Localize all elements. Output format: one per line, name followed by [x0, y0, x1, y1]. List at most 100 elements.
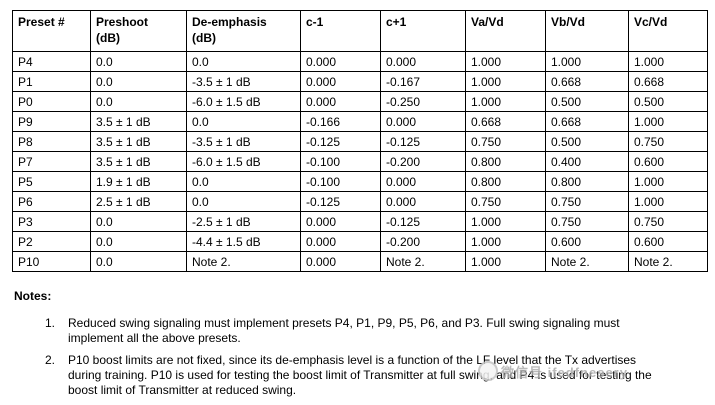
table-row: P0 0.0 -6.0 ± 1.5 dB 0.000 -0.250 1.000 0.500 0…: [12, 91, 708, 112]
table-cell: 0.000: [380, 171, 466, 192]
preset-cell: P8: [12, 131, 91, 152]
table-cell: 1.000: [628, 191, 708, 212]
table-cell: 1.000: [465, 251, 546, 272]
table-cell: 0.500: [628, 91, 708, 112]
table-cell: Note 2.: [545, 251, 629, 272]
table-cell: -0.125: [380, 131, 466, 152]
table-cell: Note 2.: [628, 251, 708, 272]
table-cell: -0.250: [380, 91, 466, 112]
table-body: P4 0.0 0.0 0.000 0.000 1.000 1.000 1.000 P1 0.0 -3…: [12, 51, 708, 272]
table-cell: -0.200: [380, 151, 466, 172]
table-cell: 0.400: [545, 151, 629, 172]
table-row: P2 0.0 -4.4 ± 1.5 dB 0.000 -0.200 1.000 0.600 0…: [12, 231, 708, 252]
preset-cell: P7: [12, 151, 91, 172]
table-cell: 0.000: [300, 91, 381, 112]
table-cell: -3.5 ± 1 dB: [186, 131, 301, 152]
preset-cell: P2: [12, 231, 91, 252]
table-cell: 1.9 ± 1 dB: [90, 171, 187, 192]
table-cell: 0.600: [545, 231, 629, 252]
preset-cell: P6: [12, 191, 91, 212]
table-cell: -0.125: [300, 191, 381, 212]
note-number: 2.: [45, 353, 56, 367]
table-cell: 0.000: [300, 231, 381, 252]
table-cell: -0.100: [300, 151, 381, 172]
table-cell: 3.5 ± 1 dB: [90, 111, 187, 132]
table-cell: 1.000: [465, 211, 546, 232]
table-row: P8 3.5 ± 1 dB -3.5 ± 1 dB -0.125 -0.125 0.750…: [12, 131, 708, 152]
table-cell: 0.668: [628, 71, 708, 92]
table-cell: 0.750: [628, 211, 708, 232]
table-cell: 0.0: [186, 51, 301, 72]
table-cell: Note 2.: [186, 251, 301, 272]
table-cell: 1.000: [545, 51, 629, 72]
preset-cell: P10: [12, 251, 91, 272]
table-cell: -2.5 ± 1 dB: [186, 211, 301, 232]
table-row: P7 3.5 ± 1 dB -6.0 ± 1.5 dB -0.100 -0.200 0.8…: [12, 151, 708, 172]
table-cell: 1.000: [628, 171, 708, 192]
table-row: P10 0.0 Note 2. 0.000 Note 2. 1.000 Note 2. Not…: [12, 251, 708, 272]
note-text: Reduced swing signaling must implement p…: [68, 316, 620, 345]
table-cell: 3.5 ± 1 dB: [90, 151, 187, 172]
column-header: Vb/Vd: [545, 10, 629, 52]
table-cell: 0.0: [90, 231, 187, 252]
table-cell: 0.0: [90, 51, 187, 72]
table-cell: 0.0: [186, 111, 301, 132]
table-row: P5 1.9 ± 1 dB 0.0 -0.100 0.000 0.800 0.800 1.00…: [12, 171, 708, 192]
table-cell: 0.600: [628, 231, 708, 252]
notes-section: Notes: 1. Reduced swing signaling must im…: [14, 289, 714, 405]
notes-list: 1. Reduced swing signaling must implement…: [14, 316, 714, 398]
table-cell: 1.000: [465, 71, 546, 92]
table-cell: 0.0: [90, 71, 187, 92]
table-cell: 2.5 ± 1 dB: [90, 191, 187, 212]
table-cell: 0.750: [465, 191, 546, 212]
table-cell: 0.000: [380, 111, 466, 132]
table-cell: 0.800: [465, 151, 546, 172]
column-header: Preset #: [12, 10, 91, 52]
table-cell: 0.800: [545, 171, 629, 192]
preset-table: Preset # Preshoot (dB) De-emphasis (dB) c-1…: [12, 10, 708, 272]
note-number: 1.: [45, 316, 56, 330]
table-row: P3 0.0 -2.5 ± 1 dB 0.000 -0.125 1.000 0.750 0.7…: [12, 211, 708, 232]
preset-cell: P9: [12, 111, 91, 132]
preset-cell: P1: [12, 71, 91, 92]
column-header: Preshoot (dB): [90, 10, 187, 52]
table-cell: 0.0: [186, 191, 301, 212]
preset-cell: P4: [12, 51, 91, 72]
table-cell: -0.125: [380, 211, 466, 232]
table-cell: -6.0 ± 1.5 dB: [186, 91, 301, 112]
table-row: P6 2.5 ± 1 dB 0.0 -0.125 0.000 0.750 0.750 1.00…: [12, 191, 708, 212]
column-header: c+1: [380, 10, 466, 52]
preset-cell: P3: [12, 211, 91, 232]
table-cell: 0.000: [300, 211, 381, 232]
table-cell: 0.668: [465, 111, 546, 132]
column-header: Vc/Vd: [628, 10, 708, 52]
table-cell: -6.0 ± 1.5 dB: [186, 151, 301, 172]
preset-cell: P0: [12, 91, 91, 112]
table-cell: 3.5 ± 1 dB: [90, 131, 187, 152]
notes-heading: Notes:: [14, 289, 52, 303]
table-cell: Note 2.: [380, 251, 466, 272]
table-cell: 1.000: [465, 51, 546, 72]
table-cell: 0.750: [545, 191, 629, 212]
table-cell: 0.0: [90, 251, 187, 272]
table-cell: 0.0: [186, 171, 301, 192]
table-row: P4 0.0 0.0 0.000 0.000 1.000 1.000 1.000: [12, 51, 708, 72]
table-cell: 0.000: [300, 71, 381, 92]
table-cell: 0.750: [545, 211, 629, 232]
table-cell: 0.800: [465, 171, 546, 192]
table-cell: -0.166: [300, 111, 381, 132]
table-cell: 1.000: [628, 51, 708, 72]
table-cell: -0.100: [300, 171, 381, 192]
table-cell: 0.500: [545, 131, 629, 152]
note-item: 1. Reduced swing signaling must implement…: [14, 316, 714, 346]
table-cell: 1.000: [465, 91, 546, 112]
table-cell: 0.750: [628, 131, 708, 152]
table-cell: -0.167: [380, 71, 466, 92]
table-cell: 0.668: [545, 71, 629, 92]
column-header: c-1: [300, 10, 381, 52]
table-cell: 0.000: [300, 51, 381, 72]
table-cell: 0.750: [465, 131, 546, 152]
table-cell: 0.0: [90, 211, 187, 232]
table-cell: 0.600: [628, 151, 708, 172]
column-header: Va/Vd: [465, 10, 546, 52]
